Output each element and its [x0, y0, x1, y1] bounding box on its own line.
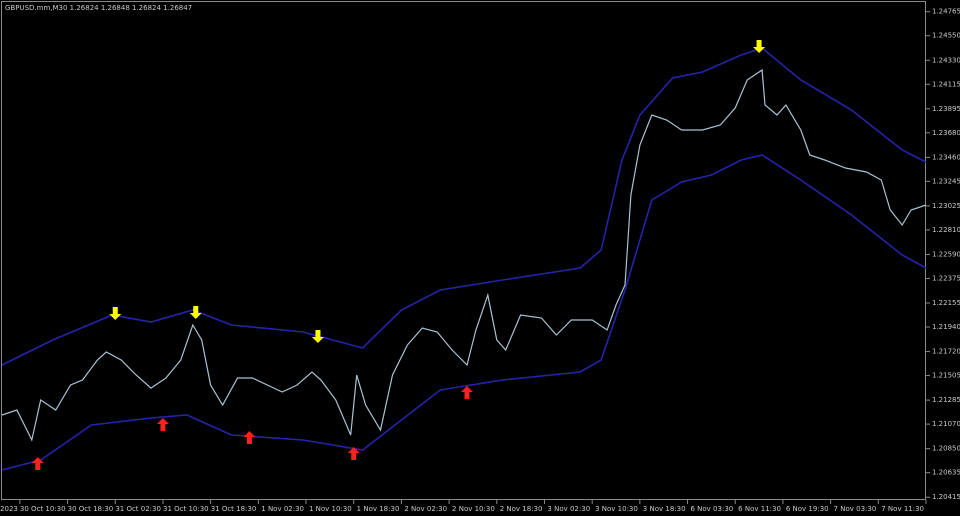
x-tick-label: 6 Nov 19:30: [786, 505, 829, 513]
y-tick-label: 1.23025: [932, 202, 960, 210]
y-tick-label: 1.21505: [932, 372, 960, 380]
x-tick-label: 2 Nov 18:30: [500, 505, 543, 513]
buy-arrow: [156, 417, 169, 431]
buy-arrow: [460, 386, 473, 400]
sell-arrow: [109, 306, 122, 320]
y-tick-label: 1.20850: [932, 445, 960, 453]
chart-title: GBPUSD.mm,M30 1.26824 1.26848 1.26824 1.…: [5, 4, 192, 12]
x-tick-label: 6 Nov 03:30: [690, 505, 733, 513]
y-tick-label: 1.23895: [932, 105, 960, 113]
sell-arrow: [189, 305, 202, 319]
x-tick-label: 30 Oct 10:30: [20, 505, 66, 513]
x-tick-label: 3 Nov 02:30: [547, 505, 590, 513]
price-line: [1, 68, 927, 442]
y-tick-label: 1.23680: [932, 129, 960, 137]
x-tick-label: 7 Nov 03:30: [834, 505, 877, 513]
x-tick-label: 2 Nov 10:30: [452, 505, 495, 513]
x-tick-label: 30 Oct 18:30: [68, 505, 114, 513]
y-tick-label: 1.22155: [932, 299, 960, 307]
x-tick-label: 1 Nov 02:30: [261, 505, 304, 513]
x-tick-label: 7 Nov 11:30: [881, 505, 924, 513]
x-tick-label: 6 Nov 11:30: [738, 505, 781, 513]
y-tick-label: 1.24115: [932, 80, 960, 88]
x-tick-label: 1 Nov 10:30: [309, 505, 352, 513]
y-tick-label: 1.21940: [932, 323, 960, 331]
y-tick-label: 1.22375: [932, 274, 960, 282]
y-tick-label: 1.21720: [932, 348, 960, 356]
buy-arrow: [243, 431, 256, 445]
plot-frame: [1, 1, 926, 500]
y-tick-label: 1.23245: [932, 177, 960, 185]
x-tick-label: 3 Nov 18:30: [643, 505, 686, 513]
x-tick-label: 2 Nov 02:30: [404, 505, 447, 513]
y-tick-label: 1.24330: [932, 56, 960, 64]
x-tick-label: 31 Oct 02:30: [115, 505, 161, 513]
y-tick-label: 1.20415: [932, 493, 960, 501]
sell-arrow: [753, 40, 766, 54]
y-tick-label: 1.24765: [932, 8, 960, 16]
x-tick-label: 31 Oct 10:30: [163, 505, 209, 513]
buy-arrow: [31, 457, 44, 471]
y-tick-label: 1.20635: [932, 469, 960, 477]
x-tick-label: 31 Oct 18:30: [211, 505, 257, 513]
y-tick-label: 1.21070: [932, 420, 960, 428]
y-tick-label: 1.24550: [932, 32, 960, 40]
y-tick-label: 1.22590: [932, 250, 960, 258]
y-tick-label: 1.23460: [932, 153, 960, 161]
y-tick-label: 1.22810: [932, 226, 960, 234]
x-tick-label: 1 Nov 18:30: [357, 505, 400, 513]
buy-arrow: [347, 446, 360, 460]
x-tick-label: 3 Nov 10:30: [595, 505, 638, 513]
band-line: [1, 47, 927, 366]
x-tick-label: 30 Oct 2023: [0, 505, 18, 513]
band-line: [1, 154, 927, 471]
y-tick-label: 1.21285: [932, 396, 960, 404]
sell-arrow: [311, 329, 324, 343]
